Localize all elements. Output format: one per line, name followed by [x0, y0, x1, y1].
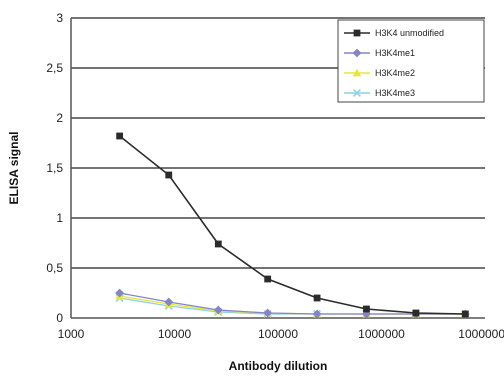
legend-label: H3K4me1 [375, 48, 415, 58]
series-layer [115, 132, 470, 319]
legend-item: H3K4me3 [344, 88, 415, 98]
y-tick-labels: 0 0,5 1 1,5 2 2,5 3 [46, 11, 63, 325]
y-tick-label: 3 [56, 11, 63, 25]
legend-item: H3K4me1 [344, 48, 415, 58]
data-point [412, 309, 420, 317]
legend-marker [352, 48, 362, 58]
data-point [363, 305, 370, 313]
legend-item: H3K4 unmodified [344, 28, 444, 38]
series-1 [115, 288, 470, 319]
legend: H3K4 unmodified H3K4me1 H3K4me2 H3K4me3 [337, 19, 485, 103]
series-0 [116, 132, 469, 318]
data-point [165, 171, 173, 179]
x-tick-label: 10000 [158, 327, 192, 341]
y-axis-label: ELISA signal [7, 132, 21, 205]
y-tick-label: 0 [56, 311, 63, 325]
data-point [213, 305, 223, 315]
legend-label: H3K4me3 [375, 88, 415, 98]
data-point [312, 309, 322, 319]
data-point [214, 240, 222, 248]
y-tick-label: 1 [56, 211, 63, 225]
series-line [119, 135, 466, 315]
x-tick-label: 1000000 [358, 327, 405, 341]
legend-marker [353, 29, 361, 37]
x-tick-label: 100000 [258, 327, 298, 341]
legend-item: H3K4me2 [344, 68, 415, 78]
y-tick-label: 2 [56, 111, 63, 125]
legend-marker [353, 89, 361, 97]
data-point [313, 294, 321, 302]
x-tick-labels: 1000 10000 100000 1000000 10000000 [58, 327, 504, 341]
y-tick-label: 0,5 [46, 261, 63, 275]
x-axis-label: Antibody dilution [229, 359, 328, 373]
y-tick-label: 2,5 [46, 61, 63, 75]
x-tick-label: 1000 [58, 327, 85, 341]
data-point [115, 288, 125, 298]
data-point [164, 297, 174, 307]
legend-label: H3K4me2 [375, 68, 415, 78]
data-point [116, 132, 124, 140]
series-line [119, 292, 466, 315]
gridlines [71, 17, 485, 269]
legend-label: H3K4 unmodified [375, 28, 444, 38]
data-point [461, 310, 469, 318]
data-point [264, 275, 272, 283]
y-tick-label: 1,5 [46, 161, 63, 175]
legend-marker [352, 68, 362, 77]
x-tick-label: 10000000 [458, 327, 504, 341]
data-point [263, 308, 273, 318]
